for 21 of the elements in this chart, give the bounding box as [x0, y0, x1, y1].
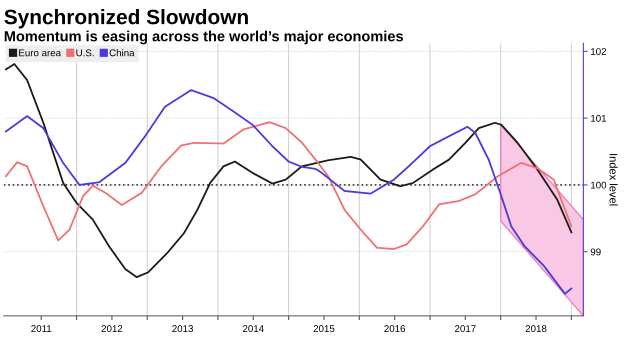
x-tick-label: 2015	[314, 325, 334, 332]
y-tick-label: 100	[591, 182, 606, 189]
x-tick-label: 2013	[172, 325, 193, 332]
x-tick-label: 2018	[526, 325, 546, 332]
line-series	[4, 63, 572, 278]
legend-label: China	[110, 49, 135, 56]
legend-label: Euro area	[19, 50, 62, 56]
x-tick-label: 2012	[102, 325, 122, 332]
y-tick-label: 102	[591, 48, 606, 55]
line-series	[4, 89, 572, 295]
chart-subtitle: Momentum is easing across the world’s major economies	[4, 30, 403, 44]
x-tick-label: 2016	[384, 325, 406, 332]
x-tick-label: 2017	[455, 325, 476, 332]
chart-title: Synchronized Slowdown	[4, 9, 248, 28]
y-tick-label: 99	[590, 248, 601, 256]
x-tick-label: 2011	[31, 325, 52, 332]
legend-label: U.S.	[76, 49, 94, 56]
x-tick-label: 2014	[242, 325, 264, 332]
y-tick-label: 101	[591, 114, 606, 122]
line-series	[4, 121, 572, 250]
y-axis-title: Index level	[609, 154, 618, 206]
